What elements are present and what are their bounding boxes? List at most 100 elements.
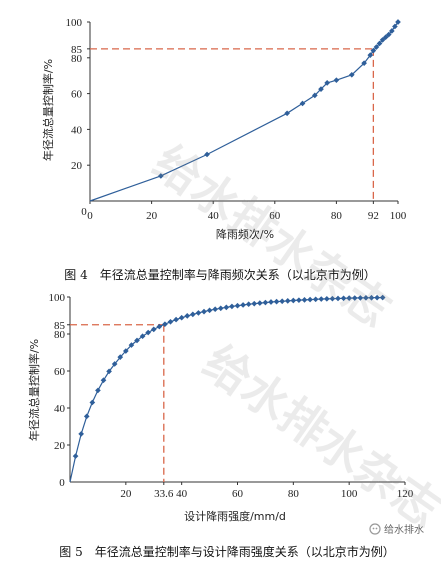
logo-icon-eye <box>372 527 375 530</box>
logo-text: 给水排水 <box>384 523 424 536</box>
data-point <box>162 321 168 328</box>
x-tick-label: 80 <box>331 210 343 222</box>
x-tick-label: 80 <box>288 488 300 500</box>
data-point <box>190 311 196 318</box>
x-tick-label: 60 <box>269 210 281 222</box>
y-tick-label: 60 <box>71 89 83 101</box>
data-point <box>301 297 308 303</box>
data-point <box>348 71 355 78</box>
x-tick-label: 40 <box>208 210 220 222</box>
y-tick-label: 20 <box>54 440 66 452</box>
logo-icon <box>369 523 381 535</box>
data-point <box>290 297 297 304</box>
data-point <box>240 302 246 308</box>
x-tick-label: 40 <box>176 488 188 500</box>
data-point <box>335 295 341 302</box>
data-point <box>324 80 330 86</box>
data-point <box>150 326 157 333</box>
data-point <box>72 453 79 459</box>
x-tick-label: 0 <box>87 210 93 222</box>
data-point <box>212 306 218 313</box>
data-point <box>89 399 96 406</box>
data-point <box>204 151 210 158</box>
chart-2-caption: 图 5 年径流总量控制率与设计降雨强度关系（以北京市为例） <box>59 544 394 559</box>
data-point <box>251 300 258 307</box>
y-tick-label: 20 <box>71 160 83 172</box>
x-tick-label: 33.6 <box>154 488 174 500</box>
data-point <box>234 302 241 309</box>
data-point <box>379 294 386 301</box>
data-point <box>357 295 364 301</box>
y-tick-label: 85 <box>54 320 66 332</box>
data-point <box>284 110 290 117</box>
data-point <box>245 301 252 308</box>
data-point <box>139 333 146 340</box>
x-tick-label: 20 <box>120 488 132 500</box>
data-point <box>217 305 224 312</box>
data-point <box>363 295 369 301</box>
x-tick-label: 60 <box>232 488 244 500</box>
chart-runoff-vs-design-rain-intensity: 020 33.6 40 60 80 100 1202040608085100设计降雨强度/m… <box>27 292 414 523</box>
y-tick-label: 100 <box>49 292 66 304</box>
data-point <box>173 316 179 323</box>
watermark-text-1: 给水排水杂志 <box>144 135 401 338</box>
data-point <box>123 348 129 354</box>
data-point <box>307 296 313 303</box>
data-point <box>201 308 207 315</box>
origin-label: 0 <box>81 206 87 218</box>
data-point <box>106 368 112 375</box>
data-point <box>229 303 235 310</box>
data-point <box>318 296 325 302</box>
y-axis-label: 年径流总量控制率/% <box>27 339 41 441</box>
x-tick-label: 120 <box>397 488 414 500</box>
data-point <box>134 337 140 344</box>
data-point <box>324 296 330 302</box>
data-point <box>257 300 263 306</box>
y-tick-label: 40 <box>54 403 66 415</box>
data-point <box>368 294 375 301</box>
data-point <box>95 387 101 394</box>
y-axis-label: 年径流总量控制率/% <box>41 59 55 161</box>
data-point <box>184 313 191 319</box>
data-point <box>223 304 230 311</box>
data-point <box>273 298 280 305</box>
data-point <box>296 297 302 303</box>
y-tick-label: 80 <box>54 329 66 341</box>
data-point <box>284 298 291 304</box>
data-point <box>329 295 336 302</box>
chart-runoff-vs-rain-frequency: 0 0 20 40 60 80 92 1002040608085100降雨频次/%年径流总量控… <box>41 17 407 241</box>
y-tick-label: 60 <box>54 366 66 378</box>
x-tick-label: 100 <box>341 488 358 500</box>
data-point <box>395 19 401 25</box>
y-tick-label: 85 <box>71 44 83 56</box>
data-point <box>312 296 319 303</box>
y-tick-label: 80 <box>71 53 83 65</box>
data-point <box>167 318 174 325</box>
data-point <box>156 323 163 330</box>
x-axis-label: 降雨频次/% <box>216 227 274 241</box>
data-point <box>346 295 352 301</box>
y-tick-label: 100 <box>66 17 83 29</box>
data-point <box>340 295 347 302</box>
data-point <box>78 431 84 437</box>
data-point <box>318 86 324 92</box>
data-point <box>178 314 185 321</box>
chart-1-caption: 图 4 年径流总量控制率与降雨频次关系（以北京市为例） <box>64 267 375 282</box>
data-point <box>351 295 358 301</box>
data-point <box>128 342 135 348</box>
data-point <box>206 307 213 314</box>
x-tick-label: 20 <box>146 210 158 222</box>
watermark-text-2: 给水排水杂志 <box>194 335 441 538</box>
data-point <box>111 361 118 367</box>
logo-icon-eye <box>375 527 378 530</box>
data-point <box>195 310 202 316</box>
x-tick-label: 92 <box>368 210 379 222</box>
x-axis-label: 设计降雨强度/mm/d <box>184 509 286 523</box>
data-point <box>299 100 306 107</box>
data-point <box>333 77 340 84</box>
wechat-logo: 给水排水 <box>369 523 424 536</box>
data-point <box>83 413 90 420</box>
data-point <box>279 298 285 305</box>
data-point <box>374 294 380 301</box>
